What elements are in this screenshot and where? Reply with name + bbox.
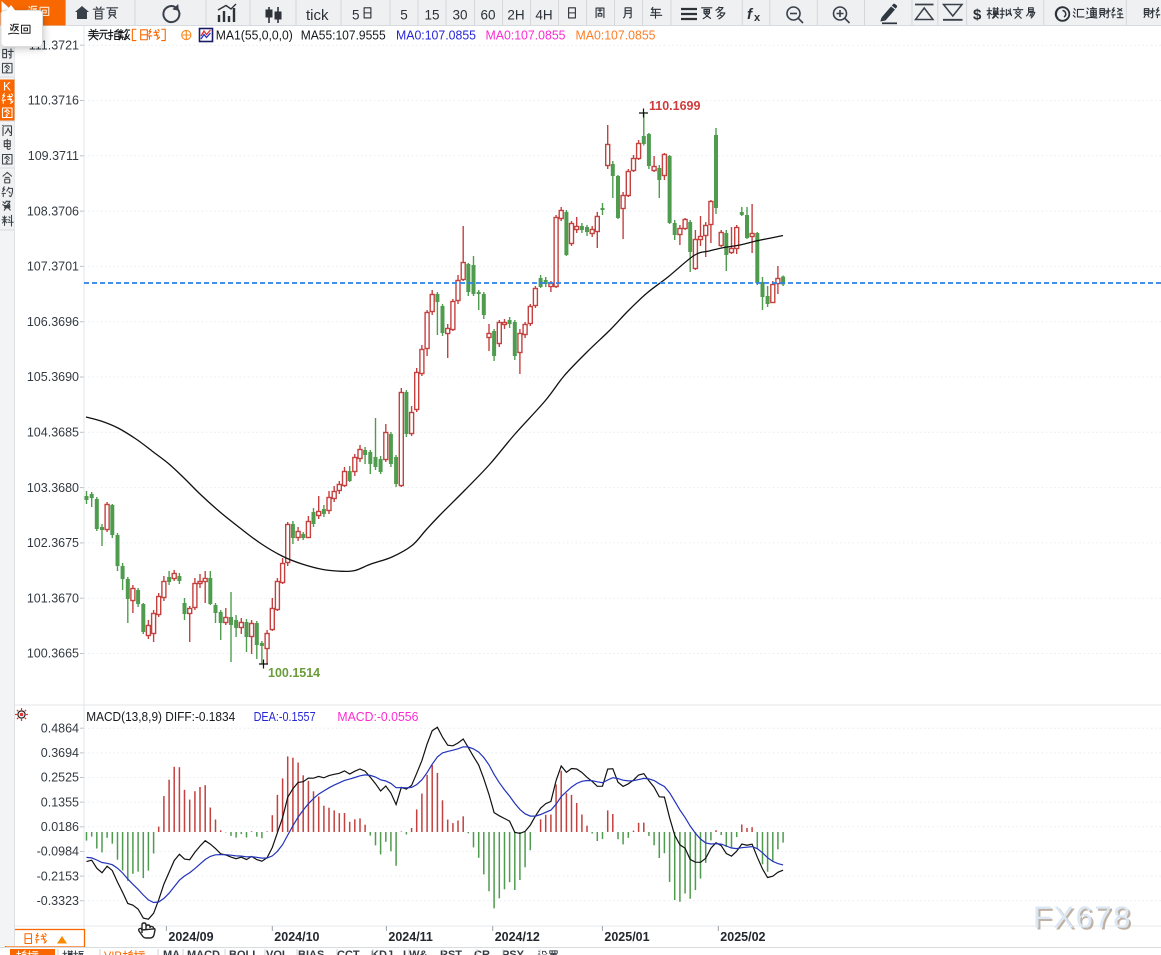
svg-text:60: 60: [480, 8, 495, 23]
svg-text:5: 5: [400, 8, 408, 23]
svg-text:101.3670: 101.3670: [27, 591, 79, 605]
svg-text:MA0:107.0855: MA0:107.0855: [486, 28, 566, 43]
svg-text:x: x: [754, 12, 761, 24]
svg-text:VOL: VOL: [266, 949, 289, 955]
svg-text:KDJ: KDJ: [371, 949, 393, 955]
svg-text:0.2525: 0.2525: [41, 771, 79, 785]
svg-text:$: $: [973, 7, 982, 24]
svg-text:107.3701: 107.3701: [27, 260, 79, 274]
svg-text:MA0:107.0855: MA0:107.0855: [396, 28, 476, 43]
svg-text:FX678: FX678: [1035, 902, 1134, 937]
svg-text:0.3694: 0.3694: [41, 746, 79, 760]
svg-text:106.3696: 106.3696: [27, 315, 79, 329]
svg-text:BIAS: BIAS: [298, 949, 324, 955]
svg-text:RST: RST: [440, 949, 462, 955]
svg-text:2024/12: 2024/12: [495, 930, 540, 944]
svg-text:VIP: VIP: [104, 950, 122, 955]
svg-text:4H: 4H: [535, 8, 552, 23]
svg-text:LW&: LW&: [403, 949, 427, 955]
svg-text:MA1(55,0,0,0): MA1(55,0,0,0): [216, 28, 293, 43]
svg-text:0.1355: 0.1355: [41, 795, 79, 809]
svg-text:MACD:-0.0556: MACD:-0.0556: [337, 709, 418, 724]
svg-text:105.3690: 105.3690: [27, 370, 79, 384]
svg-text:2024/10: 2024/10: [274, 930, 319, 944]
svg-text:MA: MA: [163, 949, 180, 955]
svg-text:2025/01: 2025/01: [604, 930, 649, 944]
svg-text:108.3706: 108.3706: [27, 204, 79, 218]
svg-text:15: 15: [424, 8, 439, 23]
svg-text:100.1514: 100.1514: [268, 666, 320, 680]
svg-text:PSY: PSY: [502, 949, 525, 955]
svg-text:30: 30: [452, 8, 467, 23]
svg-text:104.3685: 104.3685: [27, 426, 79, 440]
svg-text:MA55:107.9555: MA55:107.9555: [301, 28, 386, 43]
svg-text:BOLL: BOLL: [229, 949, 259, 955]
svg-text:MACD(13,8,9) DIFF:-0.1834: MACD(13,8,9) DIFF:-0.1834: [86, 709, 235, 724]
svg-text:109.3711: 109.3711: [28, 149, 79, 163]
svg-text:-0.3323: -0.3323: [37, 894, 79, 908]
svg-text:MA0:107.0855: MA0:107.0855: [576, 28, 656, 43]
svg-text:MACD: MACD: [187, 949, 220, 955]
svg-text:103.3680: 103.3680: [27, 481, 79, 495]
svg-text:2024/09: 2024/09: [168, 930, 213, 944]
svg-text:CCT: CCT: [337, 949, 360, 955]
svg-text:FX678: FX678: [1033, 900, 1132, 935]
svg-text:DEA:-0.1557: DEA:-0.1557: [254, 709, 316, 724]
svg-text:-0.0984: -0.0984: [37, 845, 79, 859]
svg-text:2H: 2H: [507, 8, 524, 23]
svg-text:K: K: [3, 80, 11, 94]
svg-text:110.1699: 110.1699: [649, 99, 700, 113]
svg-text:0.0186: 0.0186: [41, 820, 79, 834]
svg-text:CR: CR: [474, 949, 490, 955]
svg-text:2025/02: 2025/02: [720, 930, 765, 944]
svg-text:f: f: [747, 6, 754, 23]
svg-text:110.3716: 110.3716: [28, 94, 79, 108]
svg-text:0.4864: 0.4864: [41, 721, 79, 735]
svg-text:tick: tick: [306, 7, 329, 24]
svg-text:102.3675: 102.3675: [27, 536, 79, 550]
svg-text:5: 5: [352, 8, 360, 23]
svg-text:2024/11: 2024/11: [388, 930, 433, 944]
svg-text:-0.2153: -0.2153: [37, 869, 79, 883]
svg-text:100.3665: 100.3665: [27, 647, 79, 661]
